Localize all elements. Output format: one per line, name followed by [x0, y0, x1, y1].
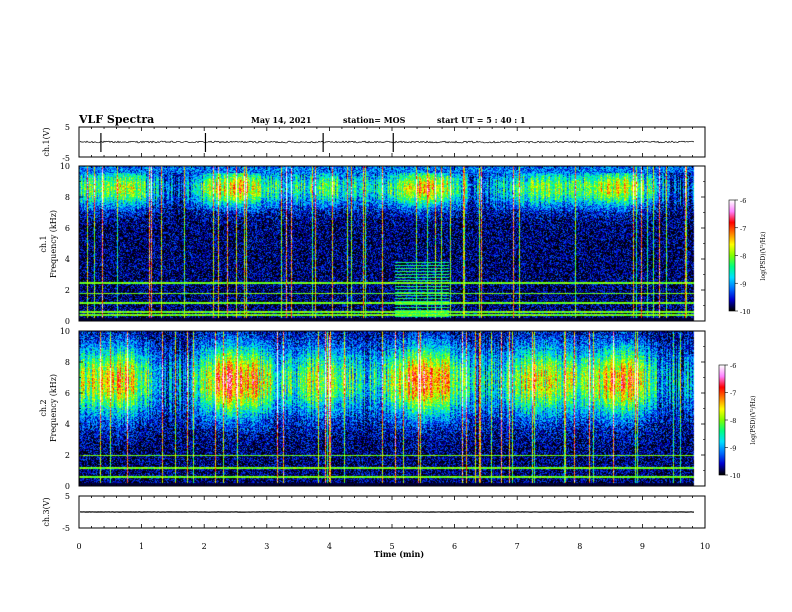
y-tick-label: 6 [65, 224, 70, 233]
ch2-colorbar-label: log(PSD)(V²/Hz) [750, 396, 757, 445]
station-label: station= MOS [343, 115, 406, 125]
colorbar-tick-label: -6 [740, 197, 746, 205]
ch2-spectrogram-ylabel-channel: ch.2 [39, 399, 48, 416]
colorbar-tick-label: -10 [730, 472, 740, 480]
colorbar-tick-label: -10 [740, 308, 750, 316]
x-tick-label: 8 [577, 542, 582, 551]
ch1-colorbar-gradient [729, 200, 735, 311]
y-tick-label: 6 [65, 389, 70, 398]
colorbar-tick-label: -9 [730, 445, 736, 453]
ch1-waveform-ylabel: ch.1(V) [42, 127, 51, 156]
colorbar-tick-label: -7 [740, 225, 746, 233]
ch1-colorbar-ticks: -6 -7 -8 -9 -10 [735, 197, 750, 316]
y-tick-label: 8 [65, 358, 70, 367]
y-tick-label: 4 [65, 420, 70, 429]
ch1-spectrogram-xticks [78, 166, 706, 321]
figure-title: VLF Spectra [78, 113, 154, 126]
x-tick-label: 4 [327, 542, 332, 551]
ch1-spectrogram-image [79, 166, 705, 321]
ch1-spectrogram-yticks: 0 2 4 6 8 10 [60, 162, 705, 326]
ch2-colorbar-ticks: -6 -7 -8 -9 -10 [725, 362, 740, 480]
x-axis-label: Time (min) [374, 549, 424, 559]
start-time-label: start UT = 5 : 40 : 1 [437, 115, 526, 125]
x-tick-label: 9 [640, 542, 645, 551]
x-tick-label: 6 [452, 542, 457, 551]
y-tick-label: 0 [65, 317, 70, 326]
ch3-waveform-panel: 5 -5 ch.3(V) [42, 492, 706, 533]
colorbar-tick-label: -9 [740, 280, 746, 288]
x-tick-label: 2 [202, 542, 207, 551]
ch1-spectrogram-ylabel-frequency: Frequency (kHz) [49, 210, 58, 278]
colorbar-tick-label: -8 [730, 417, 736, 425]
x-tick-label: 7 [515, 542, 520, 551]
ch3-waveform-ylabel: ch.3(V) [42, 497, 51, 526]
ch1-waveform-ymax-label: 5 [65, 123, 70, 132]
ch3-waveform-ymax-label: 5 [65, 492, 70, 501]
ch2-spectrogram-ylabel-frequency: Frequency (kHz) [49, 374, 58, 442]
date-label: May 14, 2021 [251, 115, 311, 125]
x-tick-label: 3 [264, 542, 269, 551]
x-tick-label: 0 [76, 542, 81, 551]
colorbar-tick-label: -7 [730, 390, 736, 398]
x-tick-label: 1 [139, 542, 144, 551]
ch1-waveform-panel: 5 -5 ch.1(V) [42, 123, 706, 163]
colorbar-tick-label: -6 [730, 362, 736, 370]
ch2-colorbar-gradient [719, 365, 725, 475]
x-tick-label: 5 [389, 542, 394, 551]
ch2-spectrogram-panel: 0 2 4 6 8 10 ch.2 Frequency (kHz) [39, 327, 706, 491]
ch2-colorbar: -6 -7 -8 -9 -10 log(PSD)(V²/Hz) [718, 362, 757, 480]
ch3-waveform-ymin-label: -5 [62, 524, 70, 533]
y-tick-label: 10 [60, 162, 70, 171]
x-tick-label: 10 [700, 542, 710, 551]
ch1-waveform-trace [79, 140, 695, 144]
y-tick-label: 0 [65, 482, 70, 491]
y-tick-label: 8 [65, 193, 70, 202]
colorbar-tick-label: -8 [740, 253, 746, 261]
x-axis-tick-labels: 0 1 2 3 4 5 6 7 8 9 10 [76, 542, 710, 551]
ch2-spectrogram-xticks [78, 331, 706, 486]
y-tick-label: 10 [60, 327, 70, 336]
ch1-waveform-ticks [78, 127, 706, 157]
ch2-spectrogram-image [79, 331, 705, 486]
ch1-waveform-ymin-label: -5 [62, 154, 70, 163]
ch1-spectrogram-panel: 0 2 4 6 8 10 ch.1 Frequency (kHz) [39, 162, 706, 326]
ch2-spectrogram-yticks: 0 2 4 6 8 10 [60, 327, 705, 491]
ch1-colorbar: -6 -7 -8 -9 -10 log(PSD)(V²/Hz) [728, 197, 767, 316]
ch1-spectrogram-ylabel-channel: ch.1 [39, 235, 48, 252]
y-tick-label: 2 [65, 286, 70, 295]
ch3-waveform-ticks [78, 496, 706, 528]
y-tick-label: 4 [65, 255, 70, 264]
ch1-colorbar-label: log(PSD)(V²/Hz) [760, 232, 767, 281]
y-tick-label: 2 [65, 451, 70, 460]
